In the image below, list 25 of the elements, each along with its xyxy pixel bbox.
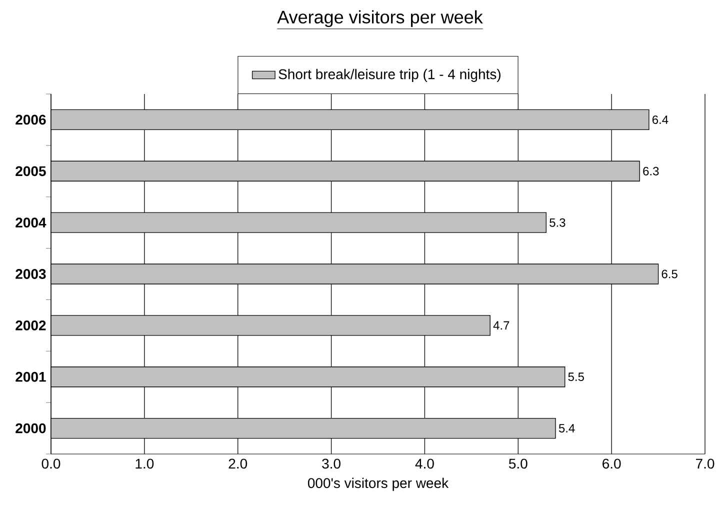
x-tick-label: 2.0	[228, 458, 248, 469]
data-label: 5.5	[568, 372, 584, 382]
data-label: 6.5	[662, 270, 678, 278]
x-tick-label: 7.0	[696, 458, 714, 469]
x-tick-label: 3.0	[322, 458, 340, 469]
y-tick-label: 2002	[16, 320, 46, 330]
y-tick-label: 2006	[16, 114, 46, 125]
x-tick-label: 4.0	[415, 458, 434, 469]
data-label: 6.3	[643, 166, 659, 176]
x-tick-label: 1.0	[136, 458, 154, 469]
y-tick-label: 2005	[16, 166, 46, 176]
y-tick-label: 2001	[16, 372, 46, 382]
data-label: 4.7	[493, 321, 510, 330]
data-label: 5.4	[558, 424, 575, 432]
x-tick-label: 0.0	[42, 458, 60, 469]
y-tick-label: 2003	[16, 269, 46, 279]
data-label: 6.4	[652, 115, 668, 124]
data-label: 5.3	[550, 218, 566, 227]
legend-label: Short break/leisure trip (1 - 4 nights)	[278, 68, 500, 82]
x-tick-label: 6.0	[602, 458, 621, 469]
x-axis-title: 000's visitors per week	[308, 478, 449, 491]
chart-title: Average visitors per week	[277, 10, 483, 28]
y-tick-label: 2004	[16, 218, 46, 228]
y-tick-label: 2000	[16, 423, 46, 434]
x-tick-label: 5.0	[508, 458, 528, 469]
